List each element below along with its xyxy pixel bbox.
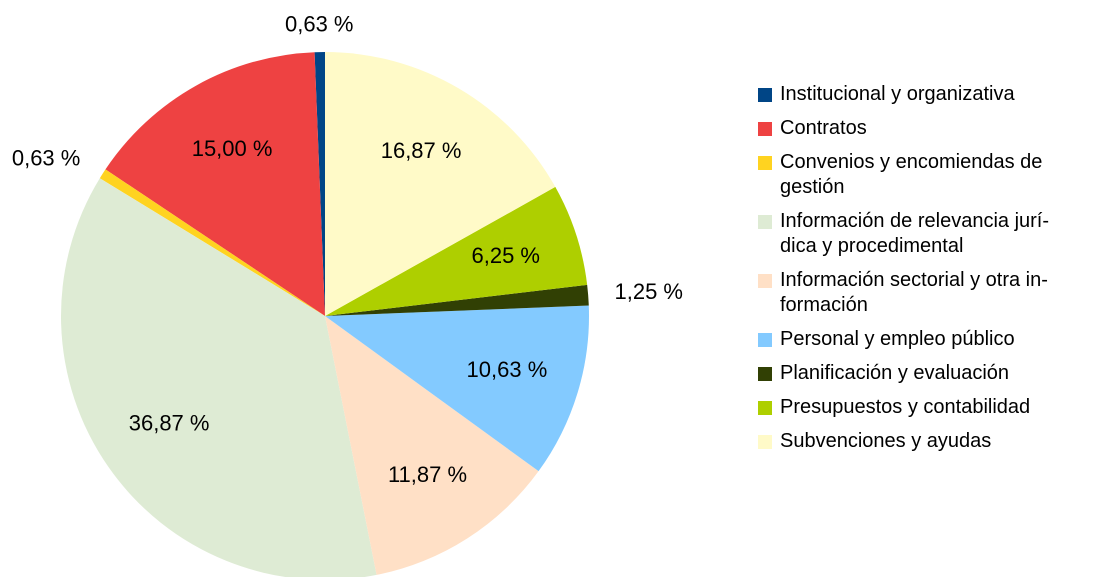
legend-label: Planificación y evaluación: [780, 362, 1009, 384]
data-label: 1,25 %: [614, 279, 683, 304]
pie-slice: [99, 169, 325, 316]
legend-label: Convenios y encomiendas de gestión: [780, 151, 1042, 198]
legend-label: Información sectorial y otra in-formació…: [780, 269, 1048, 316]
legend-swatch: [758, 367, 772, 381]
legend-label: Presupuestos y contabilidad: [780, 396, 1030, 418]
data-label: 16,87 %: [381, 138, 462, 163]
data-label: 6,25 %: [472, 243, 541, 268]
pie-slice: [61, 178, 377, 577]
legend-label: Institucional y organizativa: [780, 83, 1015, 105]
data-label: 0,63 %: [285, 11, 354, 36]
legend-swatch: [758, 88, 772, 102]
pie-slice: [325, 316, 539, 575]
legend-label: Personal y empleo público: [780, 328, 1015, 350]
legend-label: Información de relevancia jurí-dica y pr…: [780, 210, 1049, 257]
legend-swatch: [758, 435, 772, 449]
pie-slice: [325, 305, 590, 472]
legend-swatch: [758, 215, 772, 229]
data-label: 0,63 %: [12, 145, 81, 170]
data-label: 10,63 %: [467, 357, 548, 382]
data-label: 15,00 %: [192, 136, 273, 161]
legend-swatch: [758, 333, 772, 347]
legend-swatch: [758, 274, 772, 288]
pie-slice: [325, 52, 556, 316]
data-label: 11,87 %: [388, 462, 467, 487]
pie-slice: [325, 284, 589, 316]
legend-swatch: [758, 156, 772, 170]
pie-slice: [325, 186, 588, 316]
legend-label: Contratos: [780, 117, 867, 139]
pie-slice: [105, 52, 325, 317]
data-label: 36,87 %: [129, 411, 210, 436]
legend-swatch: [758, 122, 772, 136]
legend-label: Subvenciones y ayudas: [780, 430, 991, 452]
pie-slice: [314, 52, 325, 316]
legend-swatch: [758, 401, 772, 415]
